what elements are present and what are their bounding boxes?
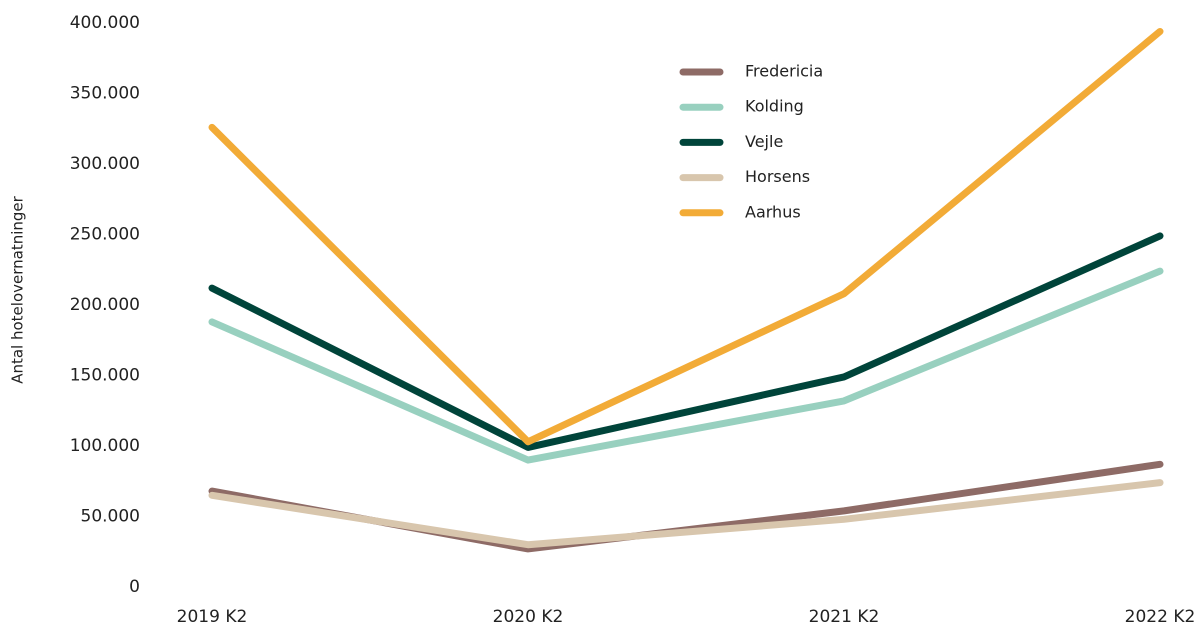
series-line bbox=[208, 267, 1164, 464]
y-tick-label: 50.000 bbox=[81, 507, 140, 527]
legend-label: Fredericia bbox=[745, 62, 823, 81]
series-line bbox=[208, 460, 1164, 553]
y-tick-label: 250.000 bbox=[70, 225, 140, 245]
y-tick-label: 150.000 bbox=[70, 366, 140, 386]
legend-label: Kolding bbox=[745, 97, 804, 116]
x-tick-label: 2020 K2 bbox=[493, 607, 564, 627]
legend-label: Vejle bbox=[745, 132, 783, 151]
y-tick-label: 350.000 bbox=[70, 84, 140, 104]
x-tick-label: 2022 K2 bbox=[1125, 607, 1196, 627]
legend-label: Aarhus bbox=[745, 202, 801, 221]
y-tick-label: 0 bbox=[129, 577, 140, 597]
y-axis-label: Antal hotelovernatninger bbox=[9, 195, 27, 383]
y-tick-label: 100.000 bbox=[70, 436, 140, 456]
series-line bbox=[208, 479, 1164, 549]
y-tick-label: 400.000 bbox=[70, 13, 140, 33]
legend-label: Horsens bbox=[745, 167, 810, 186]
y-tick-label: 300.000 bbox=[70, 154, 140, 174]
series-line bbox=[208, 27, 1164, 446]
x-tick-label: 2019 K2 bbox=[177, 607, 248, 627]
series-line bbox=[208, 232, 1164, 451]
y-tick-label: 200.000 bbox=[70, 295, 140, 315]
x-tick-label: 2021 K2 bbox=[809, 607, 880, 627]
